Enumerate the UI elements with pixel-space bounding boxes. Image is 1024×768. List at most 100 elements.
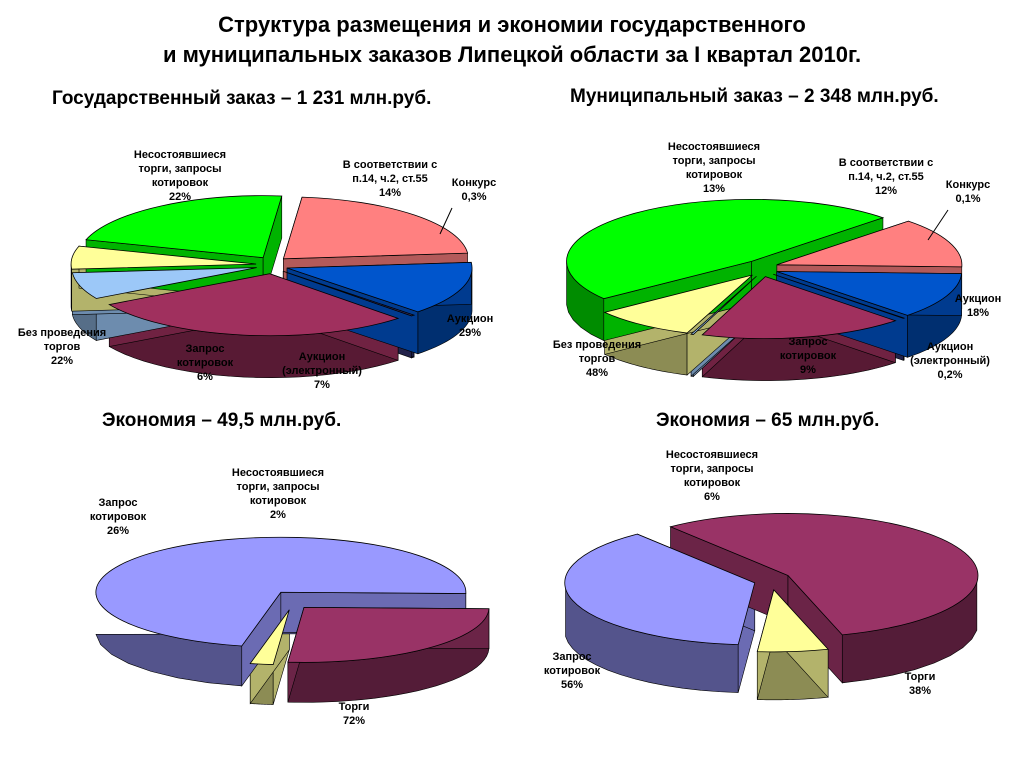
pie-label-line: Конкурс <box>945 179 991 191</box>
pie-label-line: торгов <box>43 341 81 353</box>
pie-label-line: котировок <box>89 511 147 523</box>
pie-label-line: 72% <box>342 715 366 727</box>
pie-1-label-nesost: Несостоявшиеся торги, запросы котировок 22% <box>134 148 226 204</box>
pie-label-line: котировок <box>685 169 743 181</box>
pie-label-line: 22% <box>50 355 74 367</box>
pie-label-line: Несостоявшиеся <box>133 149 227 161</box>
pie-label-line: 0,2% <box>937 369 963 381</box>
pie-4-label-torgi: Торги 38% <box>905 670 936 698</box>
pie-label-line: котировок <box>249 495 307 507</box>
slide-title-line-2: и муниципальных заказов Липецкой области… <box>162 42 862 67</box>
pie-label-line: Запрос <box>98 497 138 509</box>
pie-2-slice-nesost <box>776 220 963 268</box>
pie-2-label-nesost: Несостоявшиеся торги, запросы котировок 13% <box>668 140 760 196</box>
pie-label-line: торгов <box>578 353 616 365</box>
pie-label-line: (электронный) <box>282 365 362 377</box>
pie-1-label-auction: Аукцион 29% <box>447 312 493 340</box>
pie-label-line: Без проведения <box>17 327 107 339</box>
pie-label-line: 13% <box>702 183 726 195</box>
pie-1-label-konkurs: Конкурс 0,3% <box>452 176 496 204</box>
pie-label-line: В соответствии с <box>342 159 438 171</box>
pie-label-line: Несостоявшиеся <box>667 141 761 153</box>
pie-label-line: Аукцион <box>954 293 1002 305</box>
pie-label-line: котировок <box>683 477 741 489</box>
pie-1-slice-zapros <box>70 245 257 270</box>
pie-label-line: торги, запросы <box>236 481 320 493</box>
pie-label-line: Несостоявшиеся <box>665 449 759 461</box>
pie-label-line: 6% <box>704 491 720 503</box>
pie-4-slice-nesost <box>756 589 829 653</box>
pie-label-line: котировок <box>779 350 837 362</box>
pie-label-line: 0,1% <box>955 193 981 205</box>
pie-label-line: Запрос <box>185 343 225 355</box>
pie-1-slice-bez <box>85 195 283 259</box>
pie-1-label-bez: Без проведения торгов 22% <box>18 326 106 368</box>
pie-1-leader-konkurs <box>439 207 453 235</box>
pie-4-slice-zapros <box>669 513 979 636</box>
pie-1-label-auction_el: Аукцион (электронный) 7% <box>282 350 362 392</box>
pie-label-line: Аукцион <box>446 313 494 325</box>
pie-3-slice-nesost <box>249 609 290 665</box>
pie-1-label-sootv: В соответствии с п.14, ч.2, ст.55 14% <box>343 158 437 200</box>
chart-title-state-order: Государственный заказ – 1 231 млн.руб. <box>52 88 432 109</box>
pie-label-line: 26% <box>106 525 130 537</box>
pie-3-slice-torgi <box>95 536 467 647</box>
pie-2-slice-konkurs <box>773 273 906 319</box>
pie-label-line: 2% <box>270 509 286 521</box>
pie-3-slice-zapros <box>287 606 490 663</box>
pie-label-line: 7% <box>314 379 330 391</box>
pie-label-line: торги, запросы <box>670 463 754 475</box>
pie-1-slice-konkurs <box>283 270 416 317</box>
pie-2-label-zapros: Запрос котировок 9% <box>780 335 836 377</box>
pie-label-line: Аукцион <box>298 351 346 363</box>
pie-2-label-auction: Аукцион 18% <box>955 292 1001 320</box>
pie-label-line: Без проведения <box>552 339 642 351</box>
pie-2-label-auction_el: Аукцион (электронный) 0,2% <box>910 340 990 382</box>
pie-2-slice-bez <box>566 198 885 300</box>
pie-label-line: котировок <box>176 357 234 369</box>
pie-4-slice-torgi <box>564 533 756 646</box>
pie-1-slice-nesost <box>282 196 469 260</box>
pie-label-line: котировок <box>543 665 601 677</box>
pie-label-line: 38% <box>908 685 932 697</box>
pie-2-slice-zapros <box>603 274 753 334</box>
pie-label-line: 9% <box>800 364 816 376</box>
pie-label-line: 14% <box>378 187 402 199</box>
pie-label-line: 12% <box>874 185 898 197</box>
pie-label-line: Запрос <box>552 651 592 663</box>
pie-chart-1 <box>70 195 473 379</box>
pie-chart-2 <box>566 198 963 381</box>
pie-2-slice-auction_el <box>690 275 757 335</box>
pie-2-slice-auction <box>701 276 897 339</box>
pie-2-label-bez: Без проведения торгов 48% <box>553 338 641 380</box>
pie-1-slice-sootv <box>286 261 473 313</box>
pie-label-line: Несостоявшиеся <box>231 467 325 479</box>
pie-4-label-zapros: Запрос котировок 56% <box>544 650 600 692</box>
pie-3-label-nesost: Несостоявшиеся торги, запросы котировок 2% <box>232 466 324 522</box>
pie-1-label-zapros: Запрос котировок 6% <box>177 342 233 384</box>
pie-label-line: 6% <box>197 371 213 383</box>
pie-2-label-sootv: В соответствии с п.14, ч.2, ст.55 12% <box>839 156 933 198</box>
pie-label-line: 0,3% <box>461 191 487 203</box>
pie-1-slice-auction <box>108 273 400 337</box>
pie-chart-3 <box>95 536 490 705</box>
pie-1-slice-auction_el <box>71 267 257 299</box>
pie-2-label-konkurs: Конкурс 0,1% <box>946 178 990 206</box>
pie-label-line: Аукцион <box>926 341 974 353</box>
pie-4-label-nesost: Несостоявшиеся торги, запросы котировок 6% <box>666 448 758 504</box>
pie-3-label-torgi: Торги 72% <box>339 700 370 728</box>
pie-label-line: В соответствии с <box>838 157 934 169</box>
pie-label-line: Торги <box>904 671 936 683</box>
pie-2-slice-sootv <box>776 271 963 316</box>
pie-label-line: Торги <box>338 701 370 713</box>
chart-title-savings-municipal: Экономия – 65 млн.руб. <box>656 410 880 431</box>
pie-label-line: (электронный) <box>910 355 990 367</box>
slide-title-line-1: Структура размещения и экономии государс… <box>218 12 806 37</box>
pie-label-line: котировок <box>151 177 209 189</box>
pie-label-line: 48% <box>585 367 609 379</box>
chart-title-municipal-order: Муниципальный заказ – 2 348 млн.руб. <box>570 86 939 107</box>
pie-label-line: 22% <box>168 191 192 203</box>
pie-label-line: Запрос <box>788 336 828 348</box>
chart-title-savings-state: Экономия – 49,5 млн.руб. <box>102 410 342 431</box>
pie-label-line: 18% <box>966 307 990 319</box>
